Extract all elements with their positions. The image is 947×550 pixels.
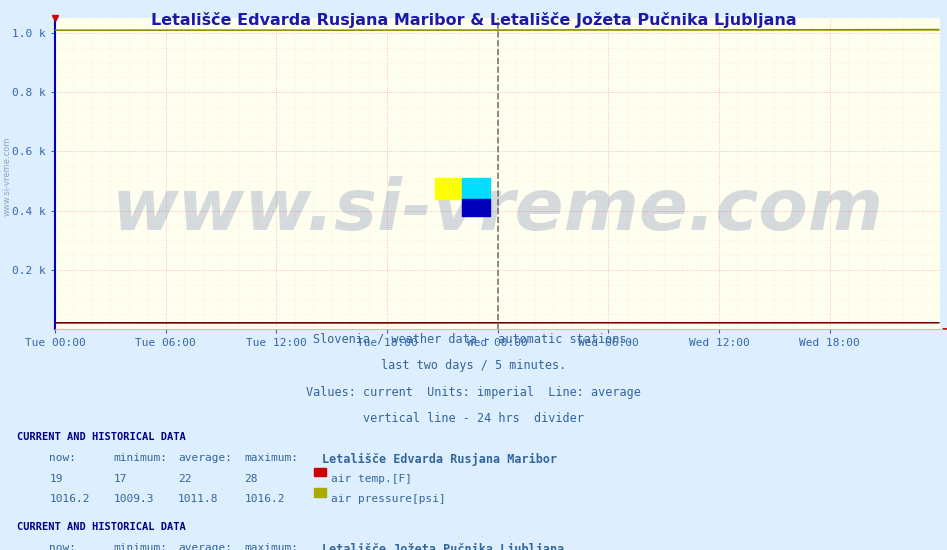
Text: vertical line - 24 hrs  divider: vertical line - 24 hrs divider (363, 412, 584, 425)
Text: Letališče Edvarda Rusjana Maribor: Letališče Edvarda Rusjana Maribor (322, 453, 557, 466)
Text: air pressure[psi]: air pressure[psi] (331, 494, 445, 504)
Text: average:: average: (178, 542, 232, 550)
Text: 17: 17 (114, 474, 127, 483)
Text: Values: current  Units: imperial  Line: average: Values: current Units: imperial Line: av… (306, 386, 641, 399)
Text: CURRENT AND HISTORICAL DATA: CURRENT AND HISTORICAL DATA (17, 521, 186, 532)
Text: last two days / 5 minutes.: last two days / 5 minutes. (381, 359, 566, 372)
Text: 19: 19 (49, 474, 63, 483)
Text: maximum:: maximum: (244, 453, 298, 463)
Text: Slovenia / weather data - automatic stations.: Slovenia / weather data - automatic stat… (313, 333, 634, 346)
Text: CURRENT AND HISTORICAL DATA: CURRENT AND HISTORICAL DATA (17, 432, 186, 442)
Text: maximum:: maximum: (244, 542, 298, 550)
Text: 1016.2: 1016.2 (49, 494, 90, 504)
Bar (462, 199, 490, 217)
Text: 22: 22 (178, 474, 191, 483)
Bar (435, 178, 462, 199)
Text: now:: now: (49, 453, 77, 463)
Text: Letališče Edvarda Rusjana Maribor & Letališče Jožeta Pučnika Ljubljana: Letališče Edvarda Rusjana Maribor & Leta… (151, 12, 796, 28)
Text: 1016.2: 1016.2 (244, 494, 285, 504)
Text: Letališče Jožeta Pučnika Ljubljana: Letališče Jožeta Pučnika Ljubljana (322, 542, 564, 550)
Text: air temp.[F]: air temp.[F] (331, 474, 412, 483)
Bar (462, 178, 490, 199)
Text: 1011.8: 1011.8 (178, 494, 219, 504)
Text: minimum:: minimum: (114, 453, 168, 463)
Text: average:: average: (178, 453, 232, 463)
Text: 28: 28 (244, 474, 258, 483)
Text: www.si-vreme.com: www.si-vreme.com (3, 136, 12, 216)
Text: 1009.3: 1009.3 (114, 494, 154, 504)
Text: now:: now: (49, 542, 77, 550)
Text: minimum:: minimum: (114, 542, 168, 550)
Text: www.si-vreme.com: www.si-vreme.com (112, 177, 884, 245)
